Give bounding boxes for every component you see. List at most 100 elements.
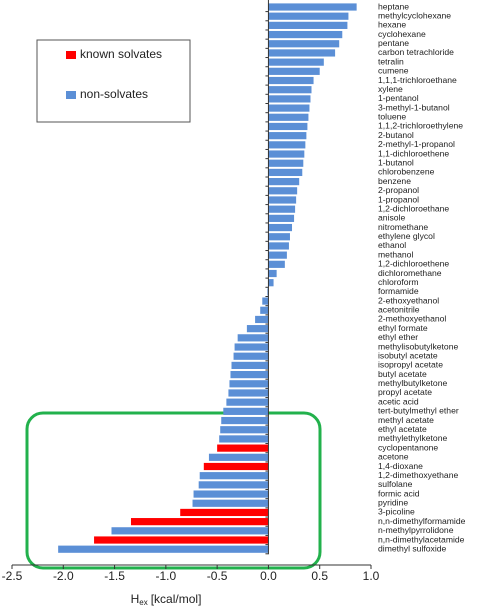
bar [130, 518, 269, 526]
category-label: pyridine [378, 498, 408, 508]
x-tick-label: -0.5 [207, 569, 228, 583]
bar [268, 269, 277, 278]
category-label: cumene [378, 66, 409, 76]
legend-swatch [66, 51, 76, 59]
bar [268, 233, 290, 241]
legend-swatch [66, 91, 76, 99]
bar [268, 279, 274, 287]
category-label: 1-pentanol [378, 93, 419, 103]
category-label: ethyl formate [378, 323, 428, 333]
bar [58, 545, 269, 553]
x-tick-label: -1.5 [104, 569, 125, 583]
x-label-unit: [kcal/mol] [151, 592, 202, 606]
bar [111, 527, 269, 535]
category-label: isobutyl acetate [378, 350, 438, 360]
bar [219, 435, 269, 443]
category-label: methylcyclohexane [378, 10, 451, 20]
bar [268, 40, 340, 48]
category-label: n,n-dimethylacetamide [378, 534, 465, 544]
category-label: acetone [378, 452, 409, 462]
bar [268, 159, 304, 167]
x-tick-label: 0.0 [260, 569, 277, 583]
category-label: methylbutylketone [378, 378, 447, 388]
bar [237, 334, 269, 342]
category-label: methanol [378, 249, 413, 259]
category-label: chloroform [378, 277, 419, 287]
category-label: 3-methyl-1-butanol [378, 102, 450, 112]
bar [268, 242, 289, 250]
category-label: methylethylketone [378, 433, 447, 443]
category-label: 1,2-dichloroethene [378, 259, 449, 269]
bar [268, 21, 348, 29]
legend-label: known solvates [80, 47, 162, 61]
x-tick-label: -1.0 [156, 569, 177, 583]
category-label: dimethyl sulfoxide [378, 543, 447, 553]
category-label: nitromethane [378, 222, 428, 232]
category-label: toluene [378, 112, 406, 122]
category-label: tert-butylmethyl ether [378, 406, 459, 416]
legend-label: non-solvates [80, 87, 148, 101]
bar [268, 223, 293, 232]
category-label: n-methylpyrrolidone [378, 525, 454, 535]
bar [268, 168, 303, 177]
bar [268, 214, 295, 222]
bar [268, 178, 300, 186]
bar [246, 325, 269, 333]
category-label: 1,1-dichloroethene [378, 148, 449, 158]
bar [267, 288, 269, 296]
x-tick-label: 1.0 [363, 569, 380, 583]
bar [208, 453, 269, 461]
bar [226, 398, 269, 406]
bar [268, 251, 287, 259]
bar [234, 343, 269, 351]
category-label: 1-propanol [378, 194, 419, 204]
bar [220, 426, 269, 434]
bar [268, 260, 285, 268]
category-label: 3-picoline [378, 507, 415, 517]
bar [203, 462, 269, 471]
category-label: 2-methyl-1-propanol [378, 139, 455, 149]
x-tick-label: -2.5 [2, 569, 23, 583]
category-label: 2-methoxyethanol [378, 314, 446, 324]
bar [268, 122, 308, 131]
category-label: cyclohexane [378, 29, 426, 39]
category-label: n,n-dimethylformamide [378, 516, 466, 526]
category-label: 1,2-dimethoxyethane [378, 470, 458, 480]
bar [268, 58, 324, 66]
category-label: 1,4-dioxane [378, 461, 423, 471]
category-label: ethyl acetate [378, 424, 427, 434]
x-tick-label: -2.0 [53, 569, 74, 583]
category-label: 2-butanol [378, 130, 414, 140]
category-label: pentane [378, 38, 409, 48]
category-label: carbon tetrachloride [378, 47, 454, 57]
bar [230, 371, 269, 379]
category-label: acetonitrile [378, 305, 420, 315]
category-label: formic acid [378, 488, 420, 498]
category-label: 1,1,1-trichloroethane [378, 75, 457, 85]
bar [268, 86, 312, 94]
bar [268, 196, 297, 204]
bar [231, 361, 269, 370]
bar [229, 380, 269, 388]
category-label: sulfolane [378, 479, 413, 489]
category-label: xylene [378, 84, 403, 94]
category-label: heptane [378, 1, 409, 11]
category-label: 2-propanol [378, 185, 419, 195]
bar [193, 490, 269, 498]
bar [268, 113, 309, 121]
category-label: methyl acetate [378, 415, 434, 425]
category-label: ethyl ether [378, 332, 418, 342]
bar [268, 187, 298, 195]
bar [268, 141, 306, 149]
highlight-box [25, 411, 322, 570]
bar [198, 481, 269, 489]
x-tick-label: 0.5 [311, 569, 328, 583]
bar [268, 205, 296, 213]
bar [268, 12, 349, 20]
bar [268, 76, 314, 85]
legend-box [36, 39, 191, 123]
category-label: ethylene glycol [378, 231, 435, 241]
category-label: dichloromethane [378, 268, 442, 278]
bar [260, 306, 269, 314]
